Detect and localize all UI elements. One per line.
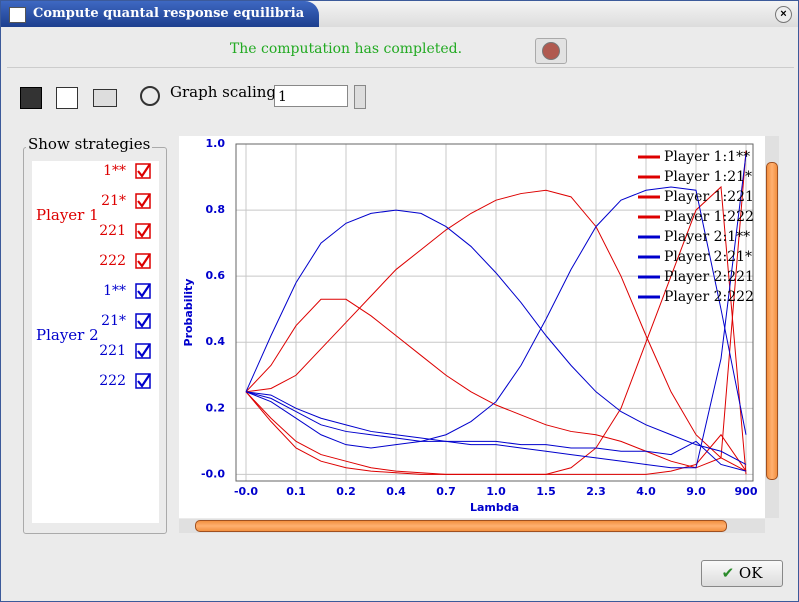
legend-label: Player 1:21* [664,169,752,185]
legend-label: Player 1:222 [664,209,754,225]
legend-label: Player 2:221 [664,269,754,285]
x-tick-label: 0.2 [336,485,356,498]
x-tick-label: 0.1 [286,485,306,498]
y-tick-label: 1.0 [206,137,226,150]
app-icon [9,7,26,23]
legend-label: Player 1:221 [664,189,754,205]
separator [7,67,794,68]
checkmark [137,373,151,388]
legend-label: Player 2:1** [664,229,750,245]
legend-label: Player 1:1** [664,149,750,165]
checkmark [137,343,151,358]
ok-button[interactable]: ✔ OK [701,560,783,587]
x-tick-label: 1.5 [536,485,556,498]
series-line [245,186,747,449]
close-window[interactable]: × [775,6,792,23]
ok-label: OK [738,564,763,582]
strategy-group-title: Show strategies [26,135,153,153]
strategy-label: 21* [101,313,126,329]
checkmark [137,193,151,208]
series-line [245,391,747,475]
vertical-scrollbar[interactable] [765,136,779,518]
checkmark [137,283,151,298]
x-tick-label: 1.0 [486,485,506,498]
cancel-button[interactable] [535,38,567,64]
y-tick-label: 0.6 [206,269,226,282]
series-line [245,153,747,469]
window-title: Compute quantal response equilibria [1,1,319,27]
x-tick-label: 900 [735,485,758,498]
strategy-label: 221 [99,223,126,239]
strategy-label: 1** [103,163,126,179]
x-tick-label: 0.4 [386,485,406,498]
zoom-icon[interactable] [140,86,160,106]
save-icon[interactable] [20,87,42,109]
series-line [245,189,747,472]
legend-label: Player 2:222 [664,289,754,305]
print-icon[interactable] [93,89,117,107]
player-name: Player 1 [36,206,99,224]
legend-label: Player 2:21* [664,249,752,265]
status-message: The computation has completed. [229,41,463,57]
y-tick-label: 0.8 [206,203,226,216]
checkmark [137,223,151,238]
strategy-label: 222 [99,373,126,389]
player-name: Player 2 [36,326,99,344]
y-tick-label: -0.0 [201,467,225,480]
x-tick-label: 0.7 [436,485,456,498]
checkmark [137,253,151,268]
y-tick-label: 0.4 [206,335,226,348]
y-axis-title: Probability [182,279,195,347]
x-tick-label: 9.0 [686,485,706,498]
series-line [245,150,747,469]
x-tick-label: -0.0 [234,485,258,498]
scaling-spinner[interactable] [354,85,366,109]
strategy-list [32,161,159,523]
scaling-label: Graph scaling: [170,83,282,101]
scaling-input[interactable]: 1 [274,85,348,107]
strategy-label: 222 [99,253,126,269]
horizontal-scrollbar[interactable] [179,519,765,533]
x-axis-title: Lambda [470,501,519,514]
x-tick-label: 2.3 [586,485,606,498]
table-icon[interactable] [56,87,78,109]
plot-frame [235,143,754,482]
series-line [245,209,747,465]
strategy-label: 221 [99,343,126,359]
checkmark [137,313,151,328]
title-bar: Compute quantal response equilibria × [1,1,798,27]
strategy-label: 21* [101,193,126,209]
series-line [245,391,747,472]
strategy-label: 1** [103,283,126,299]
x-tick-label: 4.0 [636,485,656,498]
checkmark [137,163,151,178]
y-tick-label: 0.2 [206,401,226,414]
